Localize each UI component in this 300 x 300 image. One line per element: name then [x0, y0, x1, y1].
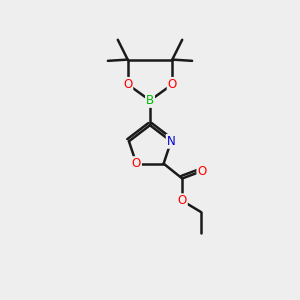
- Text: O: O: [197, 165, 207, 178]
- Text: O: O: [178, 194, 187, 207]
- Text: B: B: [146, 94, 154, 107]
- Text: O: O: [168, 78, 177, 91]
- Text: N: N: [167, 135, 176, 148]
- Text: O: O: [123, 78, 132, 91]
- Text: O: O: [132, 157, 141, 170]
